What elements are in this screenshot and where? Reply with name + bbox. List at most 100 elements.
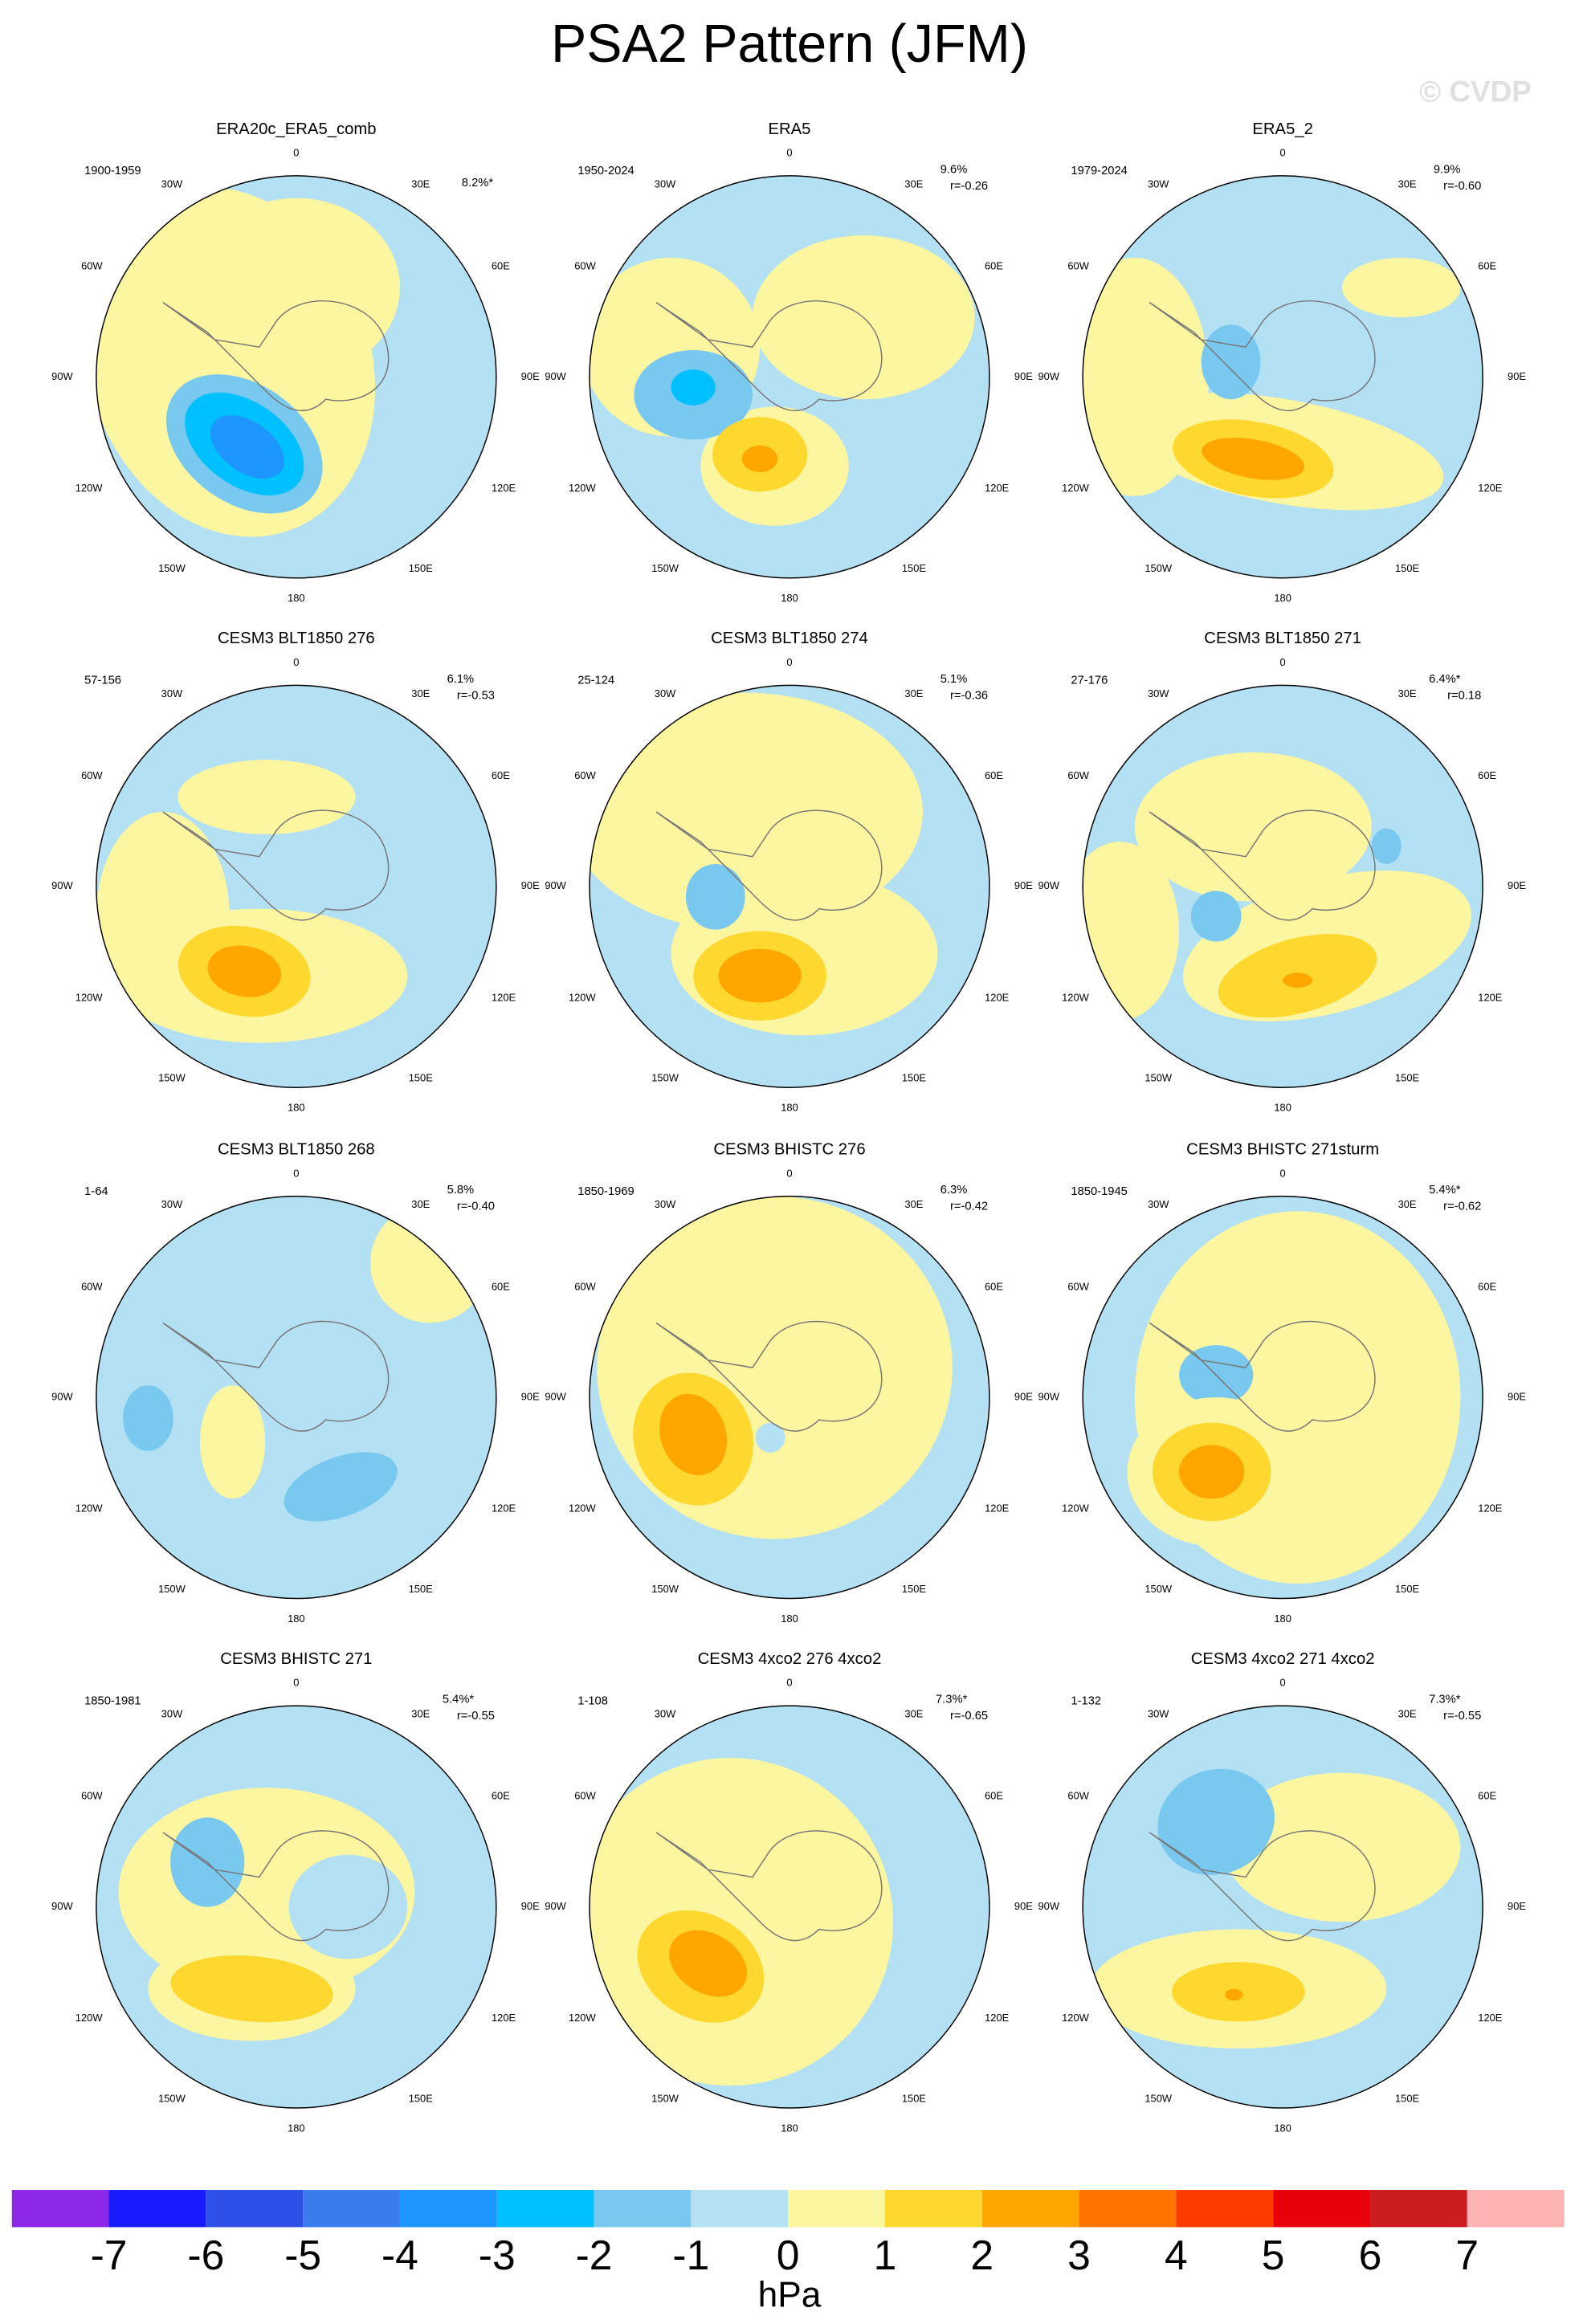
- longitude-label: 150W: [651, 562, 679, 574]
- variance: 6.1%: [447, 673, 475, 686]
- longitude-label: 90W: [545, 1900, 566, 1912]
- period: 1850-1945: [1071, 1185, 1127, 1198]
- colorbar-tick-label: 1: [874, 2232, 897, 2278]
- longitude-label: 30W: [655, 177, 676, 190]
- longitude-label: 30E: [1398, 177, 1417, 190]
- longitude-label: 120W: [569, 1502, 596, 1515]
- colorbar-swatch: [206, 2190, 304, 2228]
- correlation: r=-0.36: [950, 689, 988, 702]
- anomaly-contour: [1371, 828, 1402, 864]
- longitude-label: 60E: [492, 1280, 510, 1292]
- anomaly-contour: [210, 415, 284, 479]
- longitude-label: 120E: [985, 991, 1009, 1003]
- correlation: r=-0.55: [1443, 1710, 1481, 1723]
- map-panel: [1083, 1706, 1483, 2109]
- colorbar-tick-label: 4: [1165, 2232, 1188, 2278]
- longitude-label: 150W: [1144, 1583, 1172, 1595]
- longitude-label: 60W: [81, 1790, 103, 1802]
- map-border: [1082, 1705, 1483, 2109]
- anomaly-contour: [1190, 891, 1242, 942]
- longitude-label: 60W: [574, 769, 596, 781]
- longitude-label: 30E: [904, 177, 923, 190]
- longitude-label: 150E: [902, 2092, 926, 2104]
- longitude-label: 120E: [1478, 482, 1502, 494]
- longitude-label: 120W: [569, 2012, 596, 2024]
- map-panel: [590, 1706, 989, 2109]
- anomaly-contour: [123, 1385, 173, 1451]
- longitude-label: 0: [786, 1167, 792, 1179]
- period: 1-64: [84, 1185, 108, 1198]
- period: 1900-1959: [84, 165, 141, 177]
- map-border: [589, 1195, 990, 1600]
- anomaly-contour: [170, 1955, 333, 2023]
- colorbar-tick-label: -2: [576, 2232, 613, 2278]
- longitude-label: 90W: [51, 1391, 73, 1403]
- variance: 9.9%: [1434, 163, 1461, 176]
- map-panel: [590, 175, 989, 578]
- longitude-label: 120E: [1478, 991, 1502, 1003]
- longitude-label: 120E: [985, 1502, 1009, 1515]
- map-panel: [1083, 685, 1483, 1088]
- longitude-label: 120W: [1062, 991, 1089, 1003]
- longitude-label: 120W: [75, 2012, 103, 2024]
- colorbar-tick-label: 3: [1067, 2232, 1091, 2278]
- longitude-label: 60E: [985, 1280, 1003, 1292]
- map-panel: [590, 685, 989, 1088]
- coastline: [655, 1320, 883, 1432]
- longitude-label: 60W: [81, 1280, 103, 1292]
- panel-title: CESM3 BLT1850 274: [711, 630, 868, 647]
- period: 1850-1969: [577, 1185, 634, 1198]
- longitude-label: 30E: [904, 1198, 923, 1210]
- longitude-label: 90E: [521, 879, 540, 891]
- colorbar-swatch: [691, 2190, 789, 2228]
- coastline: [1149, 300, 1376, 412]
- colorbar-swatch: [496, 2190, 594, 2228]
- longitude-label: 30W: [1148, 687, 1169, 699]
- longitude-label: 90E: [1014, 370, 1033, 382]
- longitude-label: 150W: [1144, 562, 1172, 574]
- longitude-label: 120W: [75, 482, 103, 494]
- coastline: [655, 300, 883, 412]
- longitude-label: 180: [781, 2122, 798, 2134]
- longitude-label: 30W: [161, 687, 183, 699]
- longitude-label: 150W: [651, 2092, 679, 2104]
- longitude-label: 90W: [51, 879, 73, 891]
- longitude-label: 180: [1274, 2122, 1291, 2134]
- longitude-label: 120E: [985, 2012, 1009, 2024]
- longitude-label: 60E: [1478, 259, 1496, 271]
- colorbar-swatch: [11, 2190, 109, 2228]
- longitude-label: 150E: [902, 1072, 926, 1084]
- longitude-label: 90W: [545, 879, 566, 891]
- figure-title: PSA2 Pattern (JFM): [551, 14, 1028, 74]
- coastline: [162, 1830, 390, 1942]
- anomaly-contour: [288, 1854, 408, 1959]
- panel-title: CESM3 4xco2 271 4xco2: [1191, 1650, 1375, 1668]
- panel-title: ERA20c_ERA5_comb: [216, 120, 376, 138]
- longitude-label: 180: [288, 1102, 305, 1114]
- longitude-label: 90E: [1014, 879, 1033, 891]
- panel-title: CESM3 4xco2 276 4xco2: [698, 1650, 882, 1668]
- longitude-label: 60W: [81, 769, 103, 781]
- longitude-label: 90E: [1508, 1391, 1526, 1403]
- panel-title: CESM3 BLT1850 271: [1204, 630, 1361, 647]
- longitude-label: 30E: [411, 177, 430, 190]
- longitude-label: 60E: [985, 1790, 1003, 1802]
- longitude-label: 120E: [985, 482, 1009, 494]
- map-border: [589, 1705, 990, 2109]
- colorbar-tick-label: 6: [1359, 2232, 1382, 2278]
- longitude-label: 0: [1280, 1167, 1286, 1179]
- anomaly-contour: [659, 1393, 728, 1476]
- longitude-label: 30E: [904, 1708, 923, 1720]
- longitude-label: 180: [781, 1613, 798, 1625]
- longitude-label: 60W: [574, 1280, 596, 1292]
- map-panel: [1083, 175, 1483, 578]
- colorbar-swatch: [1369, 2190, 1467, 2228]
- variance: 5.8%: [447, 1184, 475, 1197]
- correlation: r=-0.40: [457, 1201, 495, 1213]
- coastline: [162, 809, 390, 921]
- longitude-label: 0: [293, 1167, 299, 1179]
- variance: 7.3%*: [936, 1694, 968, 1706]
- anomaly-contour: [370, 1203, 489, 1323]
- longitude-label: 90W: [545, 370, 566, 382]
